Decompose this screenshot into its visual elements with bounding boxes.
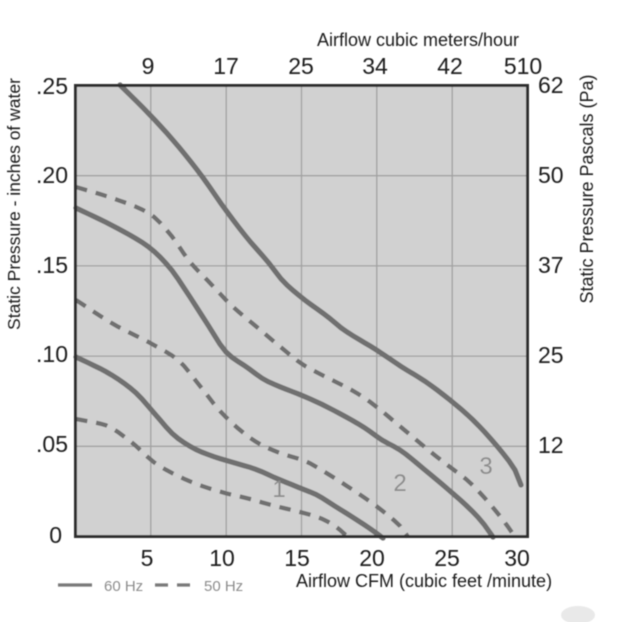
svg-text:25: 25	[288, 53, 314, 79]
svg-text:62: 62	[538, 72, 564, 98]
svg-text:Airflow cubic meters/hour: Airflow cubic meters/hour	[317, 30, 519, 50]
svg-text:5: 5	[141, 545, 154, 571]
svg-text:37: 37	[538, 252, 564, 278]
svg-text:34: 34	[362, 53, 388, 79]
svg-text:50 Hz: 50 Hz	[204, 578, 243, 595]
svg-text:.25: .25	[36, 73, 68, 99]
svg-text:2: 2	[393, 470, 406, 497]
svg-text:12: 12	[538, 432, 564, 458]
svg-text:0: 0	[49, 522, 62, 548]
svg-text:Static Pressure Pascals (Pa): Static Pressure Pascals (Pa)	[577, 74, 597, 303]
svg-text:10: 10	[209, 545, 235, 571]
svg-text:Airflow CFM (cubic feet /minu: Airflow CFM (cubic feet /minute)	[296, 571, 552, 591]
svg-text:42: 42	[437, 53, 463, 79]
svg-text:9: 9	[142, 53, 155, 79]
svg-text:3: 3	[479, 453, 492, 480]
svg-text:1: 1	[272, 476, 285, 503]
svg-text:25: 25	[538, 342, 564, 368]
svg-text:17: 17	[213, 53, 239, 79]
svg-text:510: 510	[504, 53, 542, 79]
svg-text:50: 50	[538, 162, 564, 188]
svg-text:.15: .15	[36, 252, 68, 278]
svg-text:.20: .20	[36, 162, 68, 188]
svg-text:30: 30	[504, 545, 530, 571]
svg-text:25: 25	[434, 545, 460, 571]
svg-text:.10: .10	[36, 341, 68, 367]
svg-text:Static Pressure - inches of wa: Static Pressure - inches of water	[4, 78, 24, 330]
svg-text:60 Hz: 60 Hz	[104, 578, 143, 595]
svg-text:15: 15	[284, 545, 310, 571]
svg-text:20: 20	[359, 545, 385, 571]
svg-text:.05: .05	[36, 431, 68, 457]
